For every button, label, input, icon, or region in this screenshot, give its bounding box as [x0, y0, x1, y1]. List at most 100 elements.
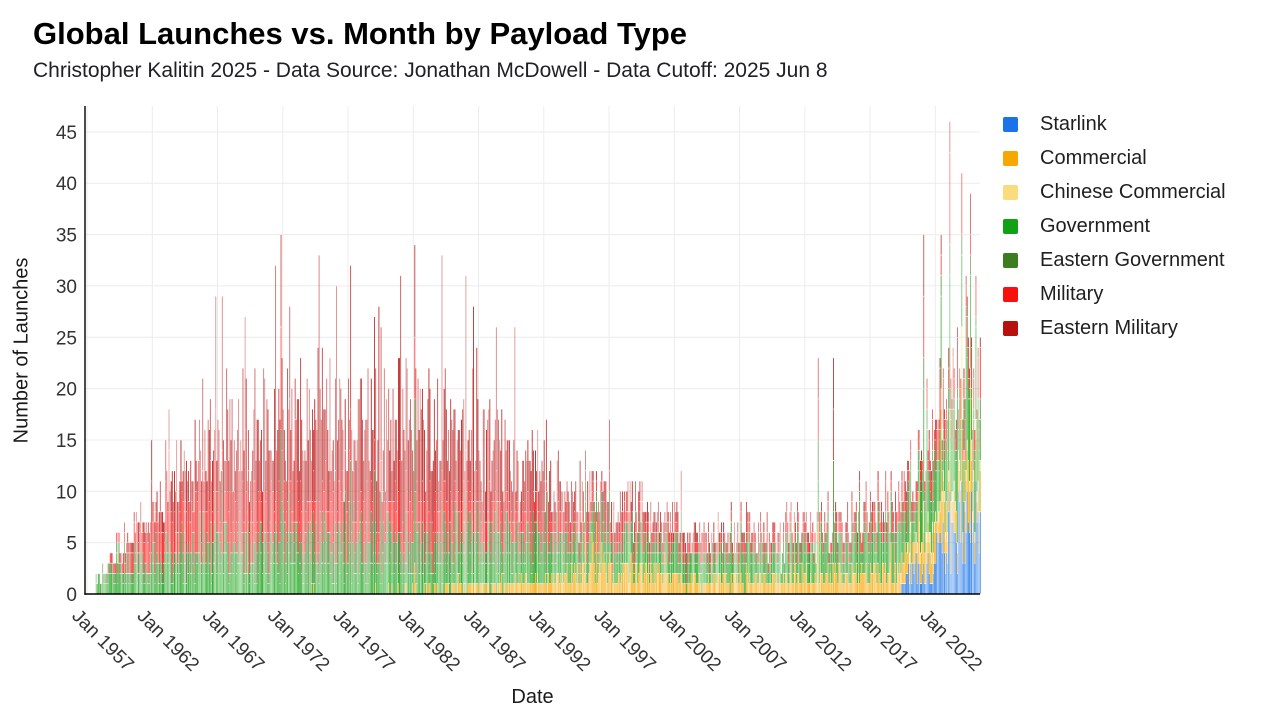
- bar-segment[interactable]: [389, 522, 391, 563]
- bar-segment[interactable]: [921, 450, 923, 461]
- bar-segment[interactable]: [957, 388, 958, 399]
- bar-segment[interactable]: [607, 542, 609, 553]
- bar-segment[interactable]: [167, 501, 169, 512]
- bar-segment[interactable]: [514, 522, 516, 553]
- bar-segment[interactable]: [176, 553, 178, 594]
- bar-segment[interactable]: [727, 542, 729, 553]
- bar-segment[interactable]: [160, 584, 162, 594]
- bar-segment[interactable]: [120, 563, 122, 574]
- bar-segment[interactable]: [886, 542, 888, 553]
- bar-segment[interactable]: [704, 553, 706, 563]
- bar-segment[interactable]: [256, 553, 258, 584]
- bar-segment[interactable]: [450, 491, 452, 522]
- bar-segment[interactable]: [270, 532, 272, 563]
- bar-segment[interactable]: [180, 563, 182, 594]
- bar-segment[interactable]: [234, 542, 236, 553]
- bar-segment[interactable]: [949, 275, 951, 409]
- bar-segment[interactable]: [974, 532, 976, 543]
- bar-segment[interactable]: [576, 532, 578, 553]
- bar-segment[interactable]: [822, 553, 824, 574]
- bar-segment[interactable]: [189, 563, 191, 594]
- bar-segment[interactable]: [108, 563, 110, 574]
- bar-segment[interactable]: [331, 512, 333, 553]
- bar-segment[interactable]: [978, 419, 980, 430]
- bar-segment[interactable]: [612, 563, 614, 574]
- bar-segment[interactable]: [557, 542, 559, 553]
- bar-segment[interactable]: [169, 542, 171, 574]
- bar-segment[interactable]: [656, 512, 658, 532]
- bar-segment[interactable]: [259, 553, 261, 594]
- bar-segment[interactable]: [376, 481, 378, 532]
- bar-segment[interactable]: [950, 388, 952, 409]
- bar-segment[interactable]: [368, 460, 370, 522]
- bar-segment[interactable]: [881, 563, 883, 594]
- bar-segment[interactable]: [947, 419, 949, 430]
- bar-segment[interactable]: [764, 573, 766, 594]
- bar-segment[interactable]: [904, 542, 906, 584]
- bar-segment[interactable]: [551, 563, 553, 574]
- bar-segment[interactable]: [430, 573, 432, 594]
- bar-segment[interactable]: [151, 553, 153, 574]
- bar-segment[interactable]: [687, 584, 689, 594]
- bar-segment[interactable]: [853, 522, 855, 533]
- bar-segment[interactable]: [280, 327, 282, 430]
- bar-segment[interactable]: [623, 563, 625, 574]
- bar-segment[interactable]: [961, 234, 963, 255]
- bar-segment[interactable]: [563, 563, 565, 584]
- bar-segment[interactable]: [856, 532, 858, 543]
- bar-segment[interactable]: [678, 573, 680, 584]
- bar-segment[interactable]: [253, 481, 255, 543]
- bar-segment[interactable]: [680, 491, 682, 512]
- bar-segment[interactable]: [568, 553, 570, 584]
- bar-segment[interactable]: [943, 409, 945, 420]
- bar-segment[interactable]: [908, 481, 909, 491]
- bar-segment[interactable]: [892, 512, 894, 522]
- bar-segment[interactable]: [175, 491, 176, 533]
- bar-segment[interactable]: [625, 532, 627, 553]
- bar-segment[interactable]: [152, 542, 154, 563]
- bar-segment[interactable]: [768, 532, 770, 543]
- bar-segment[interactable]: [943, 491, 945, 502]
- bar-segment[interactable]: [741, 584, 743, 594]
- bar-segment[interactable]: [747, 573, 749, 594]
- bar-segment[interactable]: [187, 542, 188, 574]
- bar-segment[interactable]: [804, 542, 806, 553]
- bar-segment[interactable]: [359, 522, 361, 553]
- bar-segment[interactable]: [569, 522, 571, 543]
- bar-segment[interactable]: [314, 501, 316, 553]
- bar-segment[interactable]: [465, 542, 467, 584]
- bar-segment[interactable]: [334, 471, 336, 522]
- bar-segment[interactable]: [513, 584, 515, 594]
- bar-segment[interactable]: [925, 481, 927, 512]
- bar-segment[interactable]: [855, 512, 857, 522]
- bar-segment[interactable]: [920, 563, 921, 584]
- bar-segment[interactable]: [892, 584, 894, 594]
- bar-segment[interactable]: [812, 553, 814, 584]
- bar-segment[interactable]: [911, 501, 913, 512]
- bar-segment[interactable]: [813, 553, 815, 563]
- bar-segment[interactable]: [492, 450, 494, 512]
- bar-segment[interactable]: [916, 481, 918, 491]
- bar-segment[interactable]: [763, 532, 765, 543]
- bar-segment[interactable]: [701, 532, 703, 543]
- bar-segment[interactable]: [789, 532, 791, 543]
- bar-segment[interactable]: [662, 573, 664, 584]
- bar-segment[interactable]: [282, 491, 284, 512]
- bar-segment[interactable]: [843, 542, 845, 553]
- bar-segment[interactable]: [127, 553, 129, 574]
- bar-segment[interactable]: [921, 584, 923, 594]
- bar-segment[interactable]: [309, 522, 311, 553]
- bar-segment[interactable]: [722, 584, 723, 594]
- bar-segment[interactable]: [404, 584, 406, 594]
- bar-segment[interactable]: [837, 553, 839, 563]
- bar-segment[interactable]: [806, 542, 808, 553]
- bar-segment[interactable]: [698, 542, 700, 553]
- bar-segment[interactable]: [808, 584, 809, 594]
- bar-segment[interactable]: [774, 532, 776, 543]
- bar-segment[interactable]: [569, 553, 571, 563]
- bar-segment[interactable]: [742, 584, 744, 594]
- bar-segment[interactable]: [933, 481, 934, 502]
- bar-segment[interactable]: [728, 584, 730, 594]
- bar-segment[interactable]: [225, 522, 227, 553]
- bar-segment[interactable]: [803, 532, 805, 553]
